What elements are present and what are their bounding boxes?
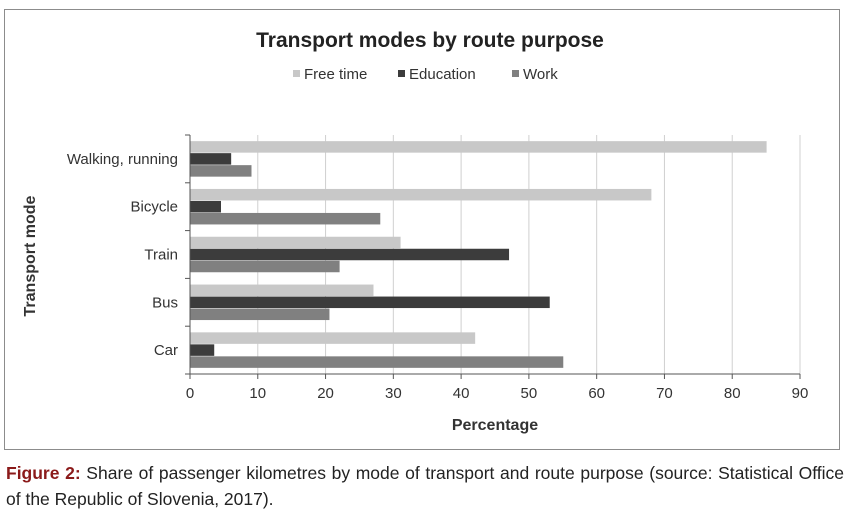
x-tick-label: 90 — [792, 385, 809, 402]
bar — [190, 165, 252, 177]
bar — [190, 188, 652, 201]
bar — [190, 308, 330, 321]
bar — [190, 344, 215, 356]
bar — [190, 200, 221, 213]
y-axis-title: Transport mode — [22, 195, 39, 316]
x-tick-label: 70 — [656, 385, 673, 402]
x-tick-label: 20 — [317, 385, 334, 402]
bar — [190, 296, 550, 309]
bar — [190, 153, 232, 165]
legend-swatch — [512, 70, 519, 77]
caption-label: Figure 2: — [6, 463, 81, 483]
x-tick-label: 80 — [724, 385, 741, 402]
category-label: Bus — [152, 294, 178, 311]
chart-legend: Free time Education Work — [293, 66, 558, 83]
category-label: Bicycle — [130, 199, 178, 216]
bar — [190, 141, 767, 153]
category-label: Car — [154, 342, 178, 359]
x-tick-label: 30 — [385, 385, 402, 402]
legend-swatch — [398, 70, 405, 77]
legend-label: Free time — [304, 66, 367, 83]
x-tick-label: 0 — [186, 385, 194, 402]
chart: Transport modes by route purpose Free ti… — [22, 29, 809, 434]
legend-label: Work — [523, 66, 558, 83]
category-label: Walking, running — [67, 151, 178, 168]
figure-caption: Figure 2: Share of passenger kilometres … — [6, 460, 844, 512]
chart-grid — [257, 135, 801, 374]
bar — [190, 212, 381, 225]
chart-bars — [190, 141, 767, 368]
category-label: Train — [144, 247, 178, 264]
bar — [190, 260, 340, 273]
bar — [190, 356, 564, 368]
x-tick-label: 10 — [249, 385, 266, 402]
x-tick-label: 50 — [521, 385, 538, 402]
chart-axes: 0 10 20 30 40 50 60 70 80 90 Walking, running Bicyc… — [67, 134, 809, 402]
bar — [190, 236, 401, 249]
x-tick-label: 40 — [453, 385, 470, 402]
bar — [190, 248, 510, 261]
caption-text: Share of passenger kilometres by mode of… — [6, 463, 844, 509]
legend-swatch — [293, 70, 300, 77]
bar — [190, 284, 374, 297]
bar — [190, 332, 476, 344]
legend-label: Education — [409, 66, 476, 83]
x-tick-label: 60 — [588, 385, 605, 402]
x-axis-title: Percentage — [452, 417, 538, 434]
chart-title: Transport modes by route purpose — [256, 29, 604, 52]
figure-frame: Transport modes by route purpose Free ti… — [4, 9, 840, 450]
